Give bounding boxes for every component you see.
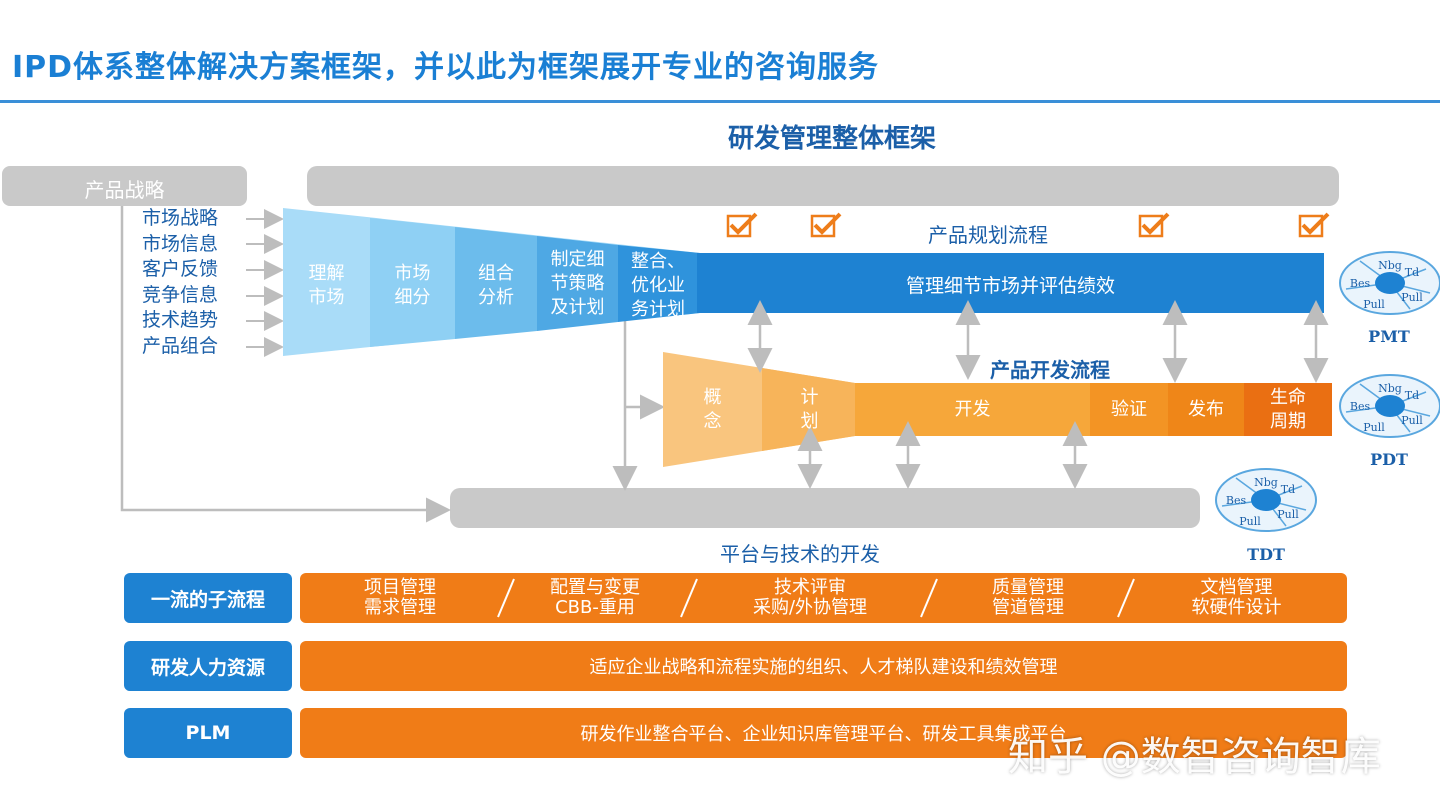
dev-stage-develop: 开发 — [954, 399, 991, 420]
team-label-pmt: PMT — [1368, 327, 1410, 346]
strategy-to-platform-connector — [120, 206, 451, 523]
dev-stage-5-bg — [1168, 383, 1244, 436]
input-item: 市场战略 — [142, 207, 219, 229]
subprocess-cell: 技术评审 采购/外协管理 — [752, 577, 868, 618]
platform-label: 平台与技术的开发 — [720, 542, 880, 566]
input-arrows — [246, 209, 284, 357]
row-dividers — [497, 578, 1135, 618]
planning-stage-2: 市场 细分 — [394, 263, 431, 308]
row-plm-text: 研发作业整合平台、企业知识库管理平台、研发工具集成平台 — [300, 708, 1347, 758]
planning-stage-3: 组合 分析 — [478, 263, 514, 308]
strategy-label: 产品战略 — [84, 178, 165, 202]
wheel-segment-label: Td — [1405, 266, 1419, 279]
team-label-pdt: PDT — [1370, 450, 1408, 469]
wheel-segment-label: Bes — [1226, 494, 1247, 507]
dev-stage-4-bg — [1090, 383, 1168, 436]
wheel-segment-label: Pull — [1277, 508, 1299, 521]
wheel-segment-label: Nbg — [1378, 259, 1402, 272]
page-title: IPD体系整体解决方案框架，并以此为框架展开专业的咨询服务 — [12, 50, 880, 85]
dev-stage-release: 发布 — [1188, 399, 1224, 420]
wheel-segment-label: Pull — [1363, 298, 1385, 311]
title-divider — [0, 100, 1440, 103]
dev-stage-lifecycle: 生命 周期 — [1270, 387, 1306, 432]
wheel-segment-label: Pull — [1363, 421, 1385, 434]
row-label-hr: 研发人力资源 — [124, 641, 292, 691]
subprocess-cell: 质量管理 管道管理 — [992, 577, 1064, 618]
dev-stage-concept: 概念 — [703, 387, 722, 432]
planning-stage-3-bg — [455, 227, 537, 339]
dev-stage-plan: 计划 — [800, 387, 819, 432]
vertical-arrows — [747, 300, 1329, 489]
subprocess-cell: 文档管理 软硬件设计 — [1191, 577, 1282, 618]
check-icon — [726, 212, 758, 238]
check-icon — [810, 212, 842, 238]
row-label-subprocess: 一流的子流程 — [124, 573, 292, 623]
dev-stage-6-bg — [1244, 383, 1332, 436]
subprocess-cell: 项目管理 需求管理 — [364, 577, 436, 618]
wheel-segment-label: Bes — [1350, 277, 1371, 290]
wheel-segment-label: Pull — [1401, 291, 1423, 304]
input-item: 市场信息 — [142, 232, 219, 255]
wheel-segment-label: Pull — [1401, 414, 1423, 427]
dev-stage-3-bg — [855, 383, 1090, 436]
platform-bar — [450, 488, 1200, 528]
subprocess-cell: 配置与变更 CBB-重用 — [550, 577, 640, 618]
top-gray-bar — [307, 166, 1339, 206]
planning-flow-label: 产品规划流程 — [928, 223, 1048, 247]
check-icon — [1138, 212, 1170, 238]
watermark: 知乎 @数智咨询智库 — [1008, 734, 1381, 780]
planning-stage-5: 整合、 优化业 务计划 — [631, 251, 685, 320]
row-subprocess: 项目管理 需求管理 配置与变更 CBB-重用 技术评审 采购/外协管理 质量管理 管道管… — [300, 573, 1347, 623]
dev-stage-2-bg — [762, 368, 855, 451]
planning-stage-4-bg — [537, 236, 618, 331]
row-label-plm: PLM — [124, 708, 292, 758]
input-item: 产品组合 — [142, 334, 219, 357]
planning-bar-text: 管理细节市场并评估绩效 — [905, 275, 1115, 297]
input-item: 竞争信息 — [142, 283, 219, 306]
planning-to-dev-connector — [612, 315, 665, 491]
dev-flow-label: 产品开发流程 — [990, 358, 1110, 382]
strategy-inputs: 市场战略 市场信息 客户反馈 竞争信息 技术趋势 产品组合 — [142, 206, 218, 360]
planning-stage-1: 理解 市场 — [308, 263, 345, 308]
planning-stage-4: 制定细 节策略 及计划 — [550, 249, 605, 318]
wheel-segment-label: Pull — [1239, 515, 1261, 528]
row-hr-text: 适应企业战略和流程实施的组织、人才梯队建设和绩效管理 — [300, 641, 1347, 691]
strategy-bar — [2, 166, 247, 206]
team-label-tdt: TDT — [1247, 545, 1285, 564]
input-item: 技术趋势 — [142, 309, 219, 332]
wheel-segment-label: Nbg — [1254, 476, 1278, 489]
wheel-segment-label: Td — [1405, 389, 1419, 402]
wheel-segment-label: Nbg — [1378, 382, 1402, 395]
dev-stage-verify: 验证 — [1111, 399, 1147, 420]
framework-title: 研发管理整体框架 — [728, 124, 937, 154]
input-item: 客户反馈 — [142, 258, 219, 281]
planning-stage-2-bg — [370, 218, 455, 347]
wheel-segment-label: Bes — [1350, 400, 1371, 413]
check-icon — [1298, 212, 1330, 238]
wheel-segment-label: Td — [1281, 483, 1295, 496]
planning-bar — [697, 253, 1324, 313]
planning-stage-5-bg — [618, 245, 700, 322]
